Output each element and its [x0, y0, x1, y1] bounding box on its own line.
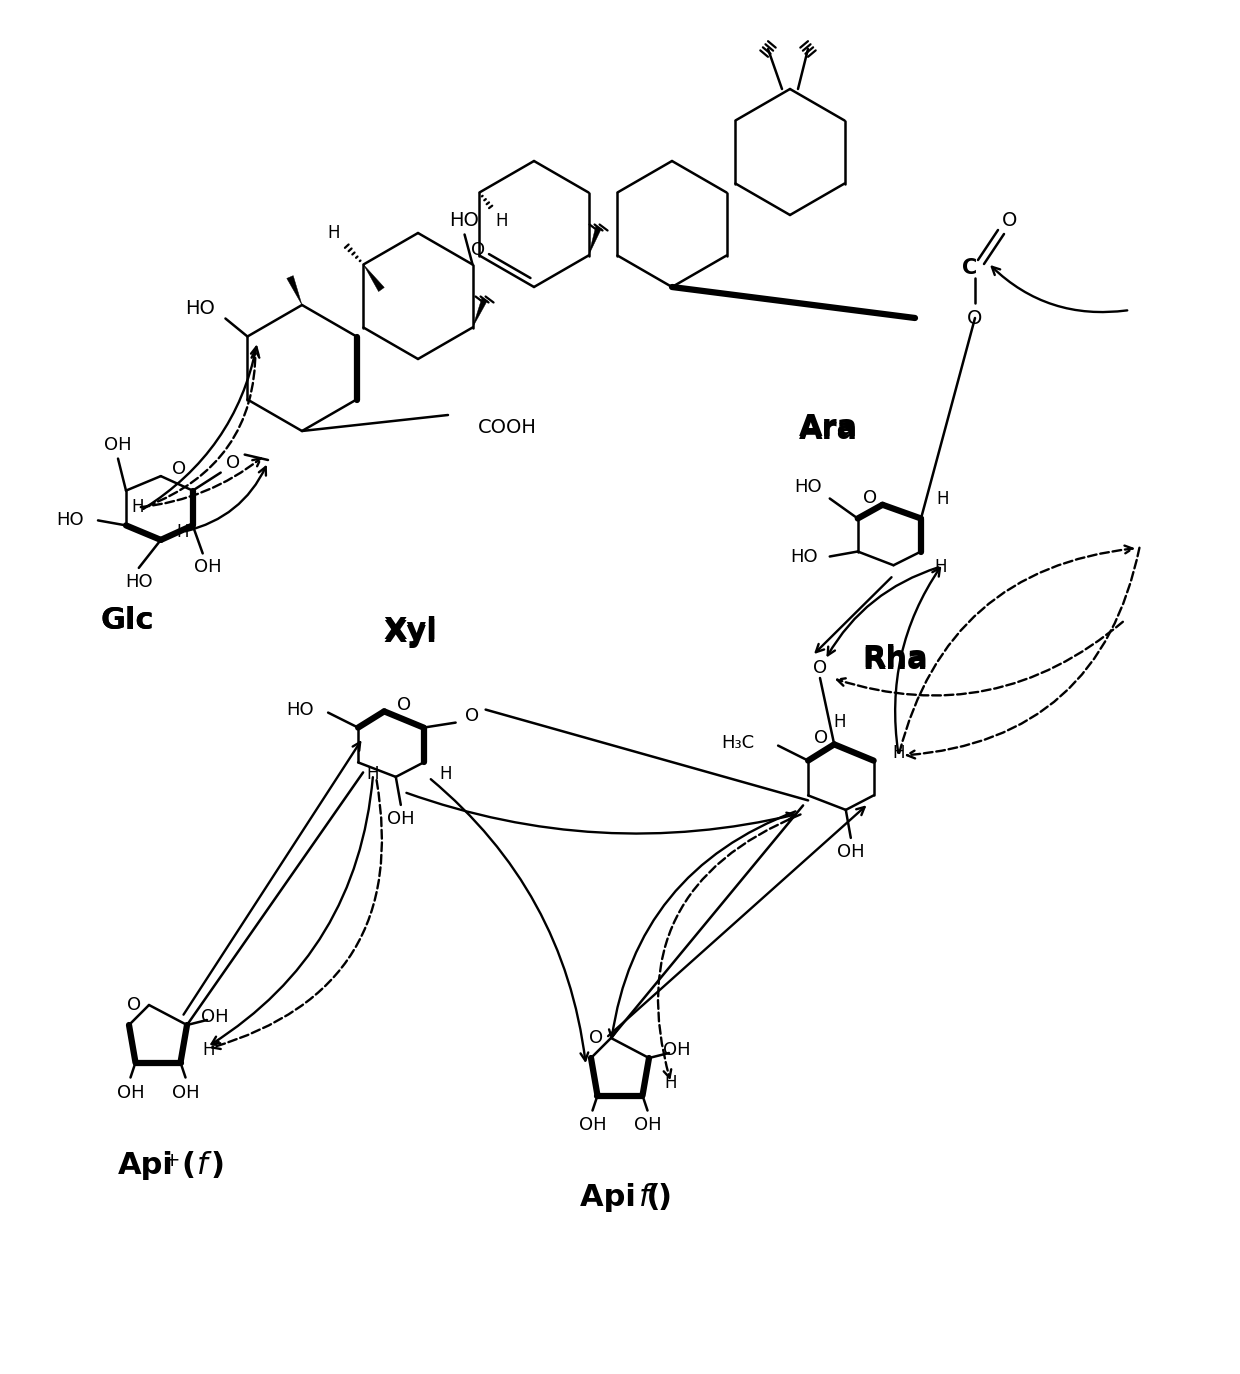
Text: +: + — [164, 1151, 180, 1171]
Text: H: H — [936, 489, 950, 507]
Text: HO: HO — [186, 300, 216, 317]
Text: OH: OH — [117, 1084, 144, 1102]
Text: HO: HO — [56, 511, 84, 529]
Text: C: C — [962, 258, 977, 278]
Text: O: O — [967, 309, 982, 327]
Text: HO: HO — [794, 478, 822, 496]
Text: Xyl: Xyl — [383, 616, 436, 644]
Text: HO: HO — [286, 701, 314, 719]
Text: O: O — [471, 240, 485, 260]
Text: H: H — [665, 1074, 677, 1092]
Text: H: H — [935, 558, 947, 576]
Text: H: H — [893, 743, 905, 761]
Text: f: f — [197, 1150, 207, 1179]
Text: H: H — [203, 1041, 216, 1059]
Text: O: O — [465, 706, 479, 724]
Text: OH: OH — [579, 1117, 606, 1135]
Text: H₃C: H₃C — [720, 734, 754, 752]
Text: H: H — [327, 224, 340, 242]
Text: HO: HO — [450, 212, 480, 229]
Text: O: O — [813, 660, 827, 677]
Text: OH: OH — [171, 1084, 200, 1102]
Text: H: H — [439, 765, 451, 783]
Polygon shape — [363, 265, 384, 291]
Text: OH: OH — [663, 1041, 691, 1059]
Text: Ara: Ara — [799, 412, 858, 441]
Polygon shape — [589, 227, 601, 256]
Text: H: H — [131, 499, 144, 517]
Text: H: H — [367, 765, 379, 783]
Text: O: O — [589, 1029, 603, 1047]
Text: Rha: Rha — [862, 643, 928, 672]
Text: OH: OH — [104, 436, 131, 453]
Text: HO: HO — [790, 547, 817, 566]
Text: O: O — [226, 453, 239, 471]
Polygon shape — [286, 276, 303, 305]
Text: H: H — [495, 212, 507, 229]
Text: Rha: Rha — [862, 646, 928, 675]
Text: OH: OH — [634, 1117, 661, 1135]
Text: HO: HO — [125, 573, 153, 591]
Text: O: O — [1002, 210, 1018, 229]
Text: COOH: COOH — [477, 418, 537, 437]
Text: H: H — [176, 523, 188, 541]
Text: OH: OH — [193, 558, 222, 577]
Text: O: O — [815, 730, 828, 747]
Text: H: H — [833, 713, 846, 731]
Text: Api: Api — [118, 1150, 174, 1179]
Text: Ara: Ara — [799, 415, 858, 445]
Text: ): ) — [211, 1150, 224, 1179]
Text: Xyl: Xyl — [383, 618, 436, 647]
Text: OH: OH — [387, 809, 414, 829]
Text: OH: OH — [837, 842, 864, 861]
Text: O: O — [171, 460, 186, 478]
Text: (: ( — [181, 1150, 195, 1179]
Text: O: O — [863, 489, 877, 507]
Polygon shape — [472, 298, 487, 327]
Text: O: O — [126, 996, 141, 1014]
Text: Glc: Glc — [100, 606, 154, 635]
Text: f: f — [639, 1183, 650, 1212]
Text: Api (: Api ( — [580, 1183, 660, 1212]
Text: OH: OH — [201, 1009, 229, 1026]
Text: ): ) — [658, 1183, 672, 1212]
Text: O: O — [397, 697, 410, 714]
Text: Glc: Glc — [100, 606, 154, 635]
